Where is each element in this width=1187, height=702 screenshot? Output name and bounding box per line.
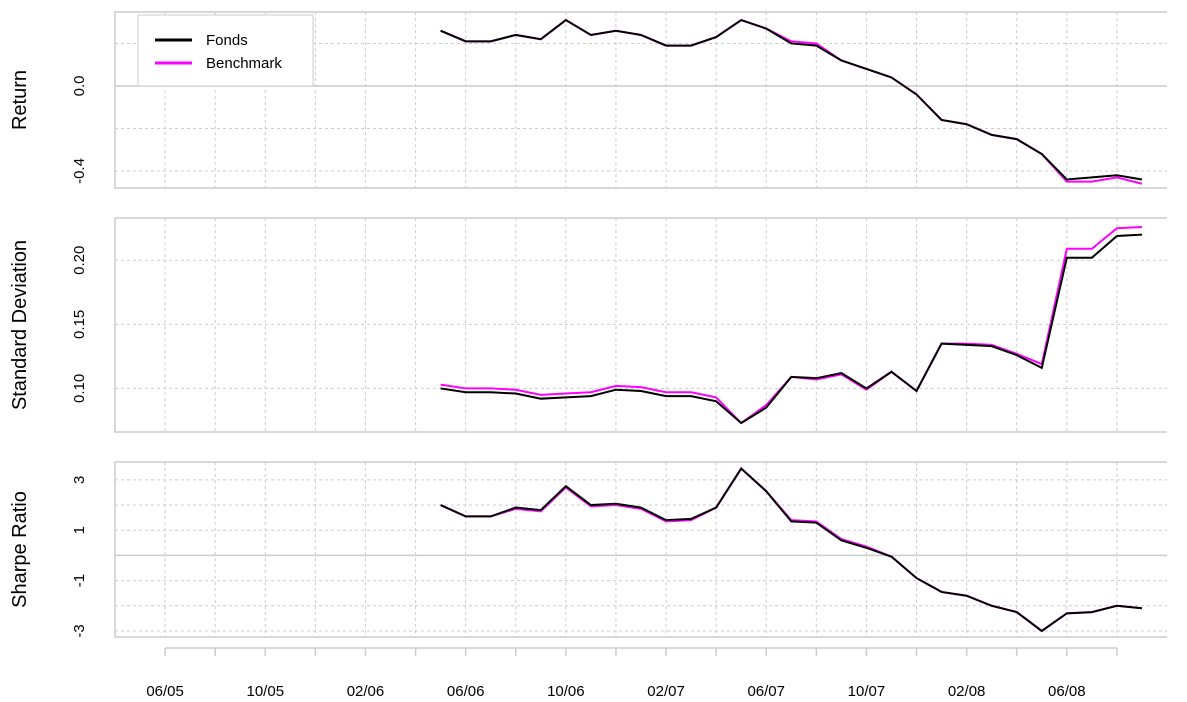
legend-label: Fonds — [206, 32, 248, 49]
y-tick-label: 3 — [71, 476, 88, 484]
y-title-group: Sharpe Ratio — [9, 491, 31, 608]
panel-frame — [114, 217, 1167, 433]
x-tick-label: 10/07 — [848, 683, 886, 700]
legend-label: Benchmark — [206, 55, 282, 72]
y-axis-title: Sharpe Ratio — [9, 491, 31, 608]
x-tick-label: 06/07 — [747, 683, 785, 700]
x-tick-label: 10/06 — [547, 683, 585, 700]
y-tick-label: -3 — [71, 624, 88, 637]
x-tick-label: 10/05 — [247, 683, 285, 700]
legend-box — [137, 14, 314, 87]
y-tick-label: -1 — [71, 574, 88, 587]
y-title-group: Standard Deviation — [9, 240, 31, 410]
y-tick-label: 0.10 — [71, 374, 88, 403]
y-tick-label: 0.20 — [71, 246, 88, 275]
x-tick-label: 06/06 — [447, 683, 485, 700]
y-tick-label: -0.4 — [71, 158, 88, 184]
x-tick-label: 02/07 — [647, 683, 685, 700]
panel-frame — [114, 11, 1167, 189]
series-line — [440, 18, 1143, 185]
y-tick-label: 1 — [71, 526, 88, 534]
x-tick-label: 06/05 — [146, 683, 184, 700]
series-line — [440, 467, 1143, 633]
x-tick-label: 02/08 — [948, 683, 986, 700]
y-axis-title: Return — [9, 70, 31, 130]
series-line — [440, 18, 1143, 181]
x-tick-label: 06/08 — [1048, 683, 1086, 700]
x-tick-label: 02/06 — [347, 683, 385, 700]
y-tick-label: 0.0 — [71, 76, 88, 97]
series-line — [440, 233, 1143, 425]
y-title-group: Return — [9, 70, 31, 130]
y-tick-label: 0.15 — [71, 310, 88, 339]
y-axis-title: Standard Deviation — [9, 240, 31, 410]
series-line — [440, 467, 1143, 633]
panel-frame — [114, 461, 1167, 638]
series-line — [440, 225, 1143, 425]
